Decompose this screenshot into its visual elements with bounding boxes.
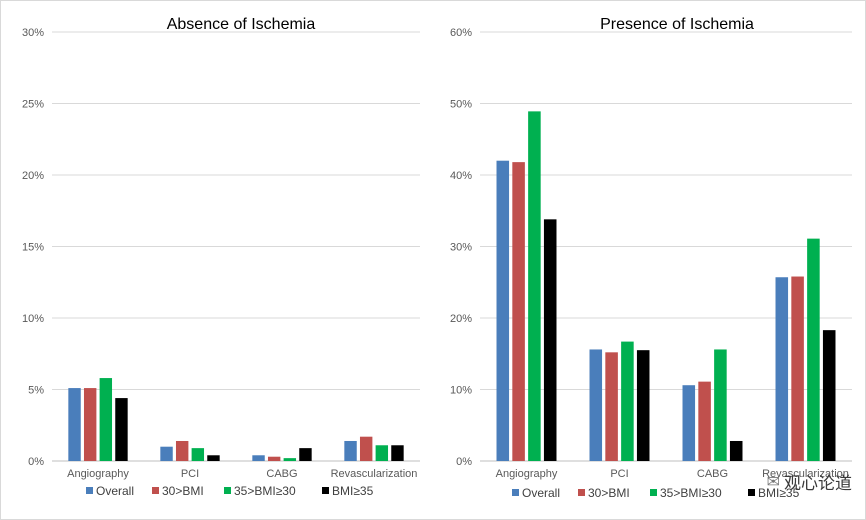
y-tick-label: 60% [450, 27, 472, 39]
bar-cabg-4 [299, 448, 312, 461]
legend-label: 30>BMI [162, 484, 204, 498]
bar-angiography-2 [512, 162, 525, 461]
chart-title: Presence of Ischemia [600, 16, 754, 33]
y-tick-label: 0% [456, 456, 472, 468]
legend-swatch [224, 487, 231, 494]
y-tick-label: 5% [28, 385, 44, 397]
x-category-label: Revascularization [331, 468, 418, 480]
bar-cabg-3 [283, 458, 297, 461]
y-tick-label: 0% [28, 456, 44, 468]
x-category-label: PCI [610, 468, 628, 480]
y-tick-label: 20% [22, 170, 44, 182]
legend-label: Overall [522, 486, 560, 500]
y-tick-label: 40% [450, 170, 472, 182]
legend: Overall 30>BMI 35>BMI≥30 BMI≥35 [512, 486, 800, 500]
bar-pci-4 [636, 350, 650, 461]
y-tick-label: 10% [450, 385, 472, 397]
bar-pci-4 [207, 455, 220, 461]
bar-angiography-2 [83, 388, 97, 461]
y-tick-label: 20% [450, 313, 472, 325]
chart-title: Absence of Ischemia [167, 16, 316, 33]
legend: Overall 30>BMI 35>BMI≥30 BMI≥35 [86, 484, 374, 498]
x-category-label: CABG [697, 468, 728, 480]
legend-swatch [650, 489, 657, 496]
bar-revascularization-2 [791, 276, 804, 461]
bar-cabg-1 [682, 385, 696, 461]
bar-angiography-1 [496, 160, 510, 461]
chart-panel-2: Presence of Ischemia 0% 10% 20% 30% 40% 50% 60%… [450, 16, 852, 500]
bar-angiography-4 [543, 219, 557, 461]
legend-swatch [86, 487, 93, 494]
bar-revascularization-4 [822, 330, 836, 461]
watermark: ✉ 观心论道 [767, 469, 852, 494]
watermark-text: 观心论道 [784, 474, 852, 494]
y-tick-label: 50% [450, 99, 472, 111]
y-tick-label: 25% [22, 99, 44, 111]
bar-angiography-4 [115, 398, 128, 461]
y-tick-label: 10% [22, 313, 44, 325]
legend-label: 35>BMI≥30 [660, 486, 722, 500]
bar-revascularization-3 [375, 445, 389, 461]
legend-label: BMI≥35 [758, 486, 800, 500]
legend-label: 30>BMI [588, 486, 630, 500]
y-tick-label: 30% [22, 27, 44, 39]
bar-cabg-1 [252, 455, 265, 461]
y-tick-label: 30% [450, 242, 472, 254]
bar-cabg-3 [714, 349, 727, 461]
y-tick-label: 15% [22, 242, 44, 254]
chart-panel-1: Absence of Ischemia 0% 5% 10% 15% 20% 25% 30% An… [22, 16, 420, 498]
bar-cabg-2 [267, 456, 281, 461]
bar-pci-3 [621, 341, 634, 461]
x-category-label: PCI [181, 468, 199, 480]
legend-swatch [748, 489, 755, 496]
x-category-label: Angiography [67, 468, 129, 480]
x-category-label: CABG [266, 468, 297, 480]
legend-label: 35>BMI≥30 [234, 484, 296, 498]
bar-cabg-4 [729, 440, 743, 461]
bar-angiography-1 [68, 388, 81, 461]
bar-revascularization-1 [775, 277, 789, 461]
bar-angiography-3 [528, 111, 541, 462]
bar-pci-1 [160, 446, 173, 461]
x-category-label: Angiography [496, 468, 558, 480]
bar-revascularization-4 [391, 445, 404, 461]
legend-swatch [578, 489, 585, 496]
bar-cabg-2 [698, 381, 711, 461]
legend-swatch [512, 489, 519, 496]
bar-revascularization-1 [344, 440, 357, 461]
legend-swatch [322, 487, 329, 494]
legend-swatch [152, 487, 159, 494]
bar-pci-3 [191, 448, 205, 461]
bar-pci-2 [605, 352, 618, 461]
x-category-label: Revascularization [762, 468, 849, 480]
bar-revascularization-3 [807, 238, 820, 461]
legend-label: Overall [96, 484, 134, 498]
bar-revascularization-2 [359, 436, 373, 461]
bar-pci-1 [589, 349, 603, 461]
wechat-icon: ✉ [766, 472, 780, 491]
bar-pci-2 [175, 440, 189, 461]
legend-label: BMI≥35 [332, 484, 374, 498]
bar-angiography-3 [99, 378, 113, 461]
